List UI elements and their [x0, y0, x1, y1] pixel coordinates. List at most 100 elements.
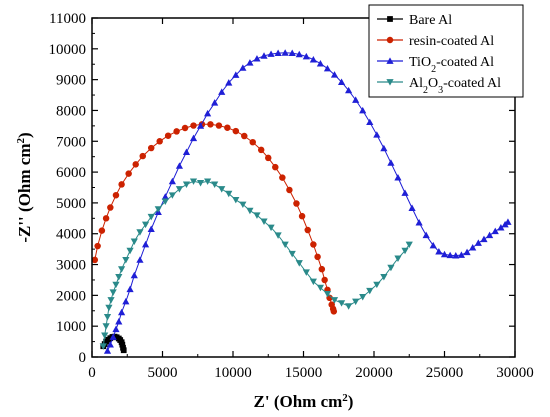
- x-axis-title: Z' (Ohm cm2): [254, 392, 354, 411]
- data-point: [225, 79, 233, 86]
- y-tick-label: 8000: [56, 103, 86, 119]
- data-point: [366, 118, 374, 126]
- data-point: [265, 154, 272, 162]
- data-point: [463, 248, 471, 256]
- data-point: [304, 226, 311, 234]
- data-point: [232, 71, 240, 78]
- data-point: [103, 314, 112, 321]
- y-axis-title: -Z'' (Ohm cm2): [15, 132, 34, 242]
- data-point: [321, 276, 328, 284]
- data-point: [469, 243, 477, 251]
- data-point: [161, 193, 169, 200]
- data-point: [314, 253, 321, 261]
- data-point: [380, 273, 388, 281]
- data-point: [309, 278, 317, 286]
- x-tick-label: 5000: [148, 365, 178, 381]
- data-point: [422, 231, 430, 239]
- data-point: [373, 281, 381, 289]
- data-point: [115, 317, 123, 325]
- data-point: [310, 241, 317, 248]
- data-point: [415, 219, 423, 226]
- data-point: [253, 212, 261, 219]
- data-point: [136, 256, 144, 263]
- series-line: [102, 180, 410, 347]
- data-point: [279, 174, 286, 181]
- data-point: [136, 229, 144, 236]
- x-tick-label: 25000: [426, 365, 464, 381]
- y-tick-label: 1000: [56, 319, 86, 335]
- data-point: [352, 96, 360, 103]
- y-tick-label: 0: [79, 350, 87, 366]
- data-point: [147, 213, 155, 221]
- data-point: [387, 159, 395, 166]
- legend-label: resin-coated Al: [409, 34, 494, 49]
- x-tick-label: 15000: [285, 365, 323, 381]
- x-tick-label: 10000: [214, 365, 252, 381]
- axes: 0 5000 10000 15000 20000 25000 30000 0 1000 2000 3…: [15, 11, 534, 411]
- legend-marker: [386, 57, 394, 64]
- data-point: [107, 297, 115, 304]
- data-point: [323, 290, 332, 298]
- data-point: [288, 250, 296, 258]
- data-point: [394, 255, 402, 262]
- data-point: [190, 122, 197, 129]
- data-point: [126, 285, 134, 293]
- data-point: [164, 132, 172, 139]
- data-point: [316, 284, 325, 292]
- data-point: [281, 241, 289, 249]
- data-point: [130, 238, 138, 246]
- data-point: [122, 257, 130, 264]
- data-point: [189, 178, 198, 185]
- data-point: [253, 55, 261, 62]
- data-point: [182, 148, 191, 155]
- data-point: [109, 333, 117, 340]
- data-point: [139, 152, 146, 160]
- x-tick-label: 20000: [355, 365, 393, 381]
- data-point: [239, 201, 247, 209]
- y-tick-label: 11000: [49, 11, 86, 27]
- data-point: [295, 260, 303, 267]
- data-point: [126, 247, 134, 255]
- data-point: [119, 341, 126, 348]
- legend-entry: TiO2-coated Al: [377, 55, 494, 75]
- data-point: [366, 287, 374, 295]
- y-tick-label: 4000: [56, 227, 86, 243]
- y-tick-label: 7000: [56, 134, 86, 150]
- data-point: [112, 325, 120, 333]
- data-point: [211, 181, 219, 189]
- data-point: [246, 59, 254, 66]
- data-point: [239, 64, 247, 71]
- data-point: [380, 144, 388, 152]
- data-point: [260, 52, 268, 59]
- y-tick-label: 5000: [56, 196, 86, 212]
- series-2: [91, 121, 338, 315]
- data-point: [272, 163, 279, 171]
- data-point: [457, 251, 466, 258]
- data-point: [318, 265, 326, 273]
- data-point: [302, 52, 310, 60]
- data-point: [168, 177, 176, 185]
- data-point: [316, 60, 325, 67]
- data-point: [309, 56, 317, 63]
- data-point: [293, 200, 300, 207]
- data-point: [429, 241, 437, 249]
- data-point: [196, 122, 205, 129]
- data-point: [330, 308, 338, 315]
- y-tick-label: 6000: [56, 165, 86, 181]
- data-point: [225, 190, 233, 198]
- data-point: [246, 207, 254, 215]
- data-point: [189, 134, 198, 142]
- data-point: [118, 308, 126, 316]
- legend-marker: [386, 79, 394, 86]
- series-3: [103, 49, 512, 354]
- data-point: [267, 224, 275, 232]
- data-point: [109, 289, 117, 296]
- data-point: [204, 178, 212, 185]
- data-point: [99, 343, 107, 350]
- data-point: [260, 218, 268, 225]
- data-point: [337, 78, 346, 85]
- data-point: [207, 121, 214, 128]
- data-point: [175, 186, 184, 193]
- data-point: [286, 186, 293, 194]
- data-point: [359, 294, 367, 301]
